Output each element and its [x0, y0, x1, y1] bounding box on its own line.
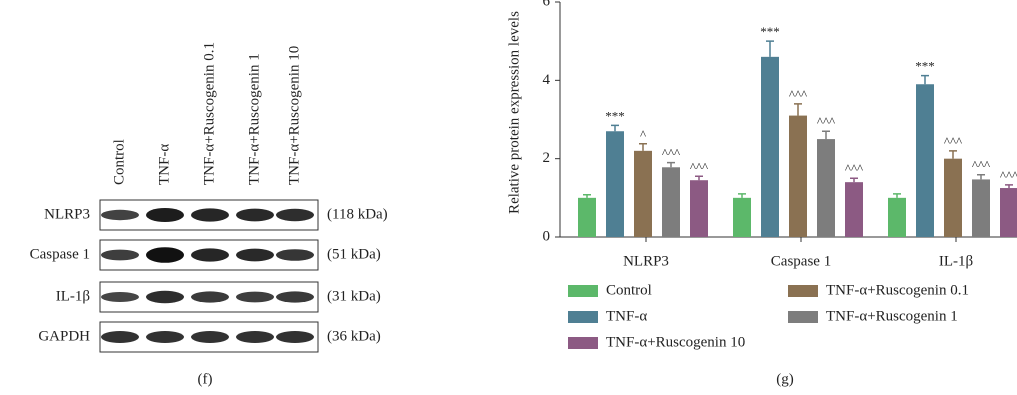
- protein-label: GAPDH: [38, 328, 90, 344]
- band: [191, 248, 229, 261]
- error-bar: [893, 194, 901, 198]
- size-label: (118 kDa): [327, 206, 388, 222]
- size-label: (36 kDa): [327, 328, 381, 344]
- lane-label: TNF-α: [156, 144, 172, 185]
- error-bar: [639, 144, 647, 151]
- legend-swatch: [568, 337, 598, 349]
- legend-label: TNF-α+Ruscogenin 10: [606, 334, 745, 350]
- size-label: (31 kDa): [327, 288, 381, 304]
- legend-swatch: [568, 311, 598, 323]
- protein-label: NLRP3: [44, 206, 90, 222]
- y-tick-label: 0: [543, 228, 551, 244]
- legend-swatch: [788, 311, 818, 323]
- figure: (f) (g) Control TNF-α TNF-α+Ruscogenin 0.1…: [0, 0, 1017, 395]
- error-bar: [822, 131, 830, 139]
- bar: [761, 57, 779, 237]
- lane-label: TNF-α+Ruscogenin 0.1: [201, 42, 217, 185]
- bar: [578, 198, 596, 237]
- legend-label: TNF-α: [606, 308, 647, 324]
- band: [276, 249, 314, 261]
- x-tick-label: NLRP3: [623, 253, 669, 269]
- error-bar: [766, 41, 774, 57]
- y-tick-label: 4: [543, 72, 551, 88]
- bar: [690, 180, 708, 237]
- lane-label: TNF-α+Ruscogenin 10: [286, 46, 302, 185]
- significance: ^^^: [1000, 168, 1017, 183]
- band: [146, 291, 184, 303]
- band: [276, 291, 314, 302]
- x-tick-label: Caspase 1: [771, 253, 831, 269]
- error-bar: [667, 163, 675, 168]
- bar: [789, 116, 807, 237]
- bar: [944, 159, 962, 237]
- y-tick-label: 2: [543, 150, 551, 166]
- band: [101, 331, 139, 343]
- legend-label: TNF-α+Ruscogenin 1: [826, 308, 958, 324]
- band: [146, 247, 184, 263]
- significance: ***: [605, 108, 625, 123]
- bar: [845, 182, 863, 237]
- bar: [634, 151, 652, 237]
- band: [101, 292, 139, 302]
- bar: [1000, 188, 1017, 237]
- band: [276, 331, 314, 343]
- band: [146, 208, 184, 222]
- band: [236, 249, 274, 262]
- bar: [662, 167, 680, 237]
- significance: ***: [915, 59, 935, 74]
- significance: ^^^: [845, 161, 863, 176]
- band: [101, 250, 139, 261]
- error-bar: [977, 175, 985, 180]
- band: [191, 331, 229, 343]
- error-bar: [949, 151, 957, 159]
- caption: (f): [198, 371, 213, 387]
- error-bar: [1005, 185, 1013, 188]
- bar: [888, 198, 906, 237]
- significance: ^^^: [789, 87, 807, 102]
- significance: ^: [640, 127, 646, 142]
- band: [236, 331, 274, 343]
- error-bar: [921, 76, 929, 85]
- band: [276, 209, 314, 221]
- band: [101, 210, 139, 220]
- size-label: (51 kDa): [327, 246, 381, 262]
- legend-swatch: [788, 285, 818, 297]
- band: [146, 331, 184, 343]
- legend-label: Control: [606, 282, 652, 298]
- error-bar: [583, 195, 591, 198]
- y-tick-label: 6: [543, 0, 551, 9]
- x-tick-label: IL-1β: [939, 253, 973, 269]
- legend-swatch: [568, 285, 598, 297]
- bar: [733, 198, 751, 237]
- band: [191, 291, 229, 302]
- error-bar: [850, 178, 858, 182]
- significance: ***: [760, 24, 780, 39]
- bar: [606, 131, 624, 237]
- legend-label: TNF-α+Ruscogenin 0.1: [826, 282, 969, 298]
- error-bar: [794, 104, 802, 116]
- error-bar: [695, 176, 703, 180]
- error-bar: [738, 194, 746, 198]
- significance: ^^^: [662, 146, 680, 161]
- band: [236, 209, 274, 222]
- caption: (g): [776, 371, 794, 387]
- lane-label: TNF-α+Ruscogenin 1: [246, 53, 262, 185]
- protein-label: Caspase 1: [30, 246, 90, 262]
- significance: ^^^: [817, 114, 835, 129]
- significance: ^^^: [972, 158, 990, 173]
- significance: ^^^: [690, 159, 708, 174]
- y-axis-label: Relative protein expression levels: [506, 0, 525, 233]
- error-bar: [611, 125, 619, 131]
- bar: [916, 84, 934, 237]
- bar: [972, 179, 990, 237]
- band: [236, 292, 274, 303]
- protein-label: IL-1β: [56, 288, 90, 304]
- bar: [817, 139, 835, 237]
- band: [191, 208, 229, 221]
- significance: ^^^: [944, 134, 962, 149]
- lane-label: Control: [111, 139, 127, 185]
